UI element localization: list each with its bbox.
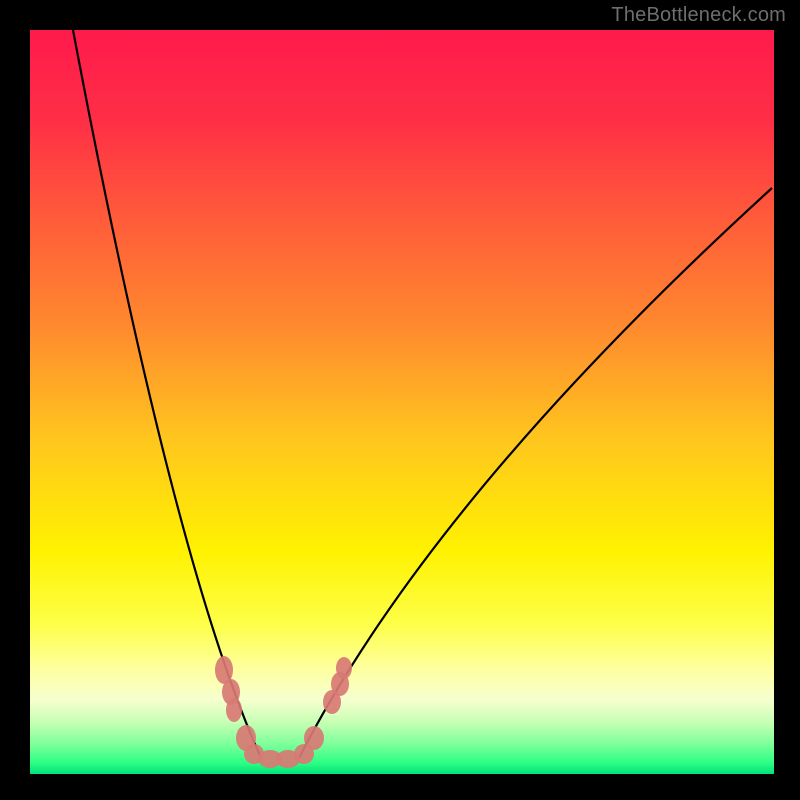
gradient-background	[30, 30, 774, 774]
marker-point	[336, 657, 352, 679]
bottleneck-chart	[0, 0, 800, 800]
marker-point	[226, 698, 242, 722]
marker-point	[304, 726, 324, 750]
watermark-text: TheBottleneck.com	[611, 4, 786, 27]
